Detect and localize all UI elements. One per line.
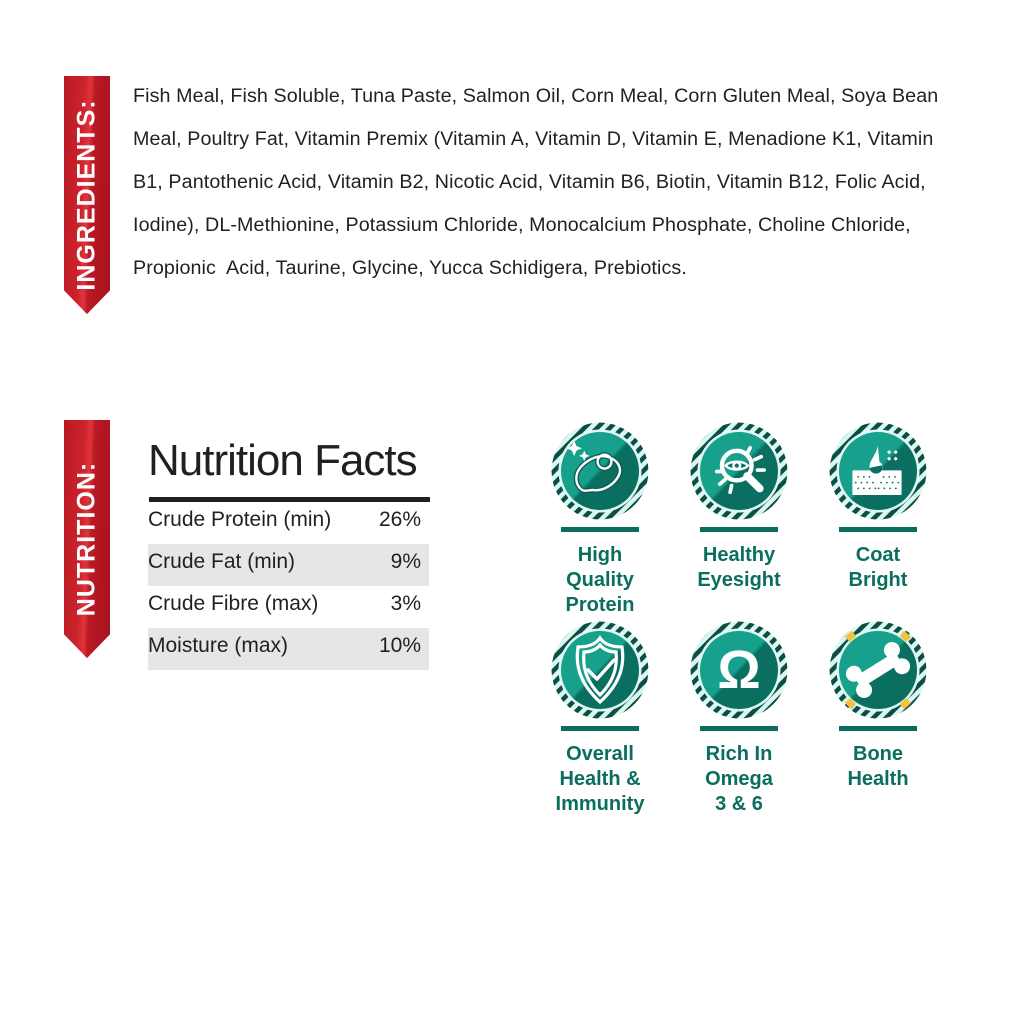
svg-text:Ω: Ω (717, 640, 760, 700)
